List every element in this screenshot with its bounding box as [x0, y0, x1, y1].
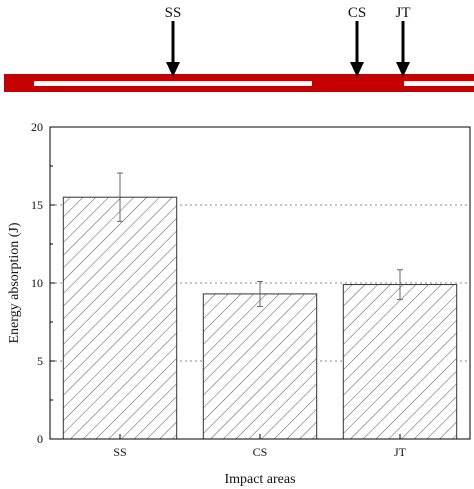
marker-jt: JT: [396, 5, 411, 77]
arrow-head-jt: [396, 62, 410, 77]
bar-cs: [202, 293, 318, 440]
bar-ss: [62, 196, 178, 440]
x-axis-ticks: SS CS JT: [113, 434, 407, 459]
y-axis-label: Energy absorption (J): [7, 222, 22, 343]
error-bar-ss: [117, 172, 123, 222]
error-bar-jt: [397, 269, 403, 300]
y-tick-label: 10: [31, 276, 43, 290]
y-tick-label: 0: [37, 432, 43, 446]
arrow-head-ss: [166, 62, 180, 77]
marker-label-cs: CS: [348, 5, 366, 21]
x-axis-label: Impact areas: [224, 472, 295, 487]
marker-label-jt: JT: [396, 5, 411, 21]
beam-diagram: SS CS JT: [4, 5, 474, 92]
x-tick-label-cs: CS: [253, 445, 268, 459]
bars: [62, 196, 458, 440]
x-tick-label-ss: SS: [113, 445, 126, 459]
y-tick-label: 5: [37, 354, 43, 368]
bar-chart: 0 5 10 15 20 SS CS JT Energy absorption (J) Im…: [7, 120, 471, 487]
beam-window-left: [34, 81, 312, 86]
error-bars: [117, 172, 403, 307]
y-axis-ticks: 0 5 10 15 20: [31, 120, 55, 446]
y-tick-label: 20: [31, 120, 43, 134]
arrow-head-cs: [350, 62, 364, 77]
marker-cs: CS: [348, 5, 366, 77]
marker-ss: SS: [165, 5, 182, 77]
beam-window-right: [404, 81, 474, 86]
y-tick-label: 15: [31, 198, 43, 212]
bar-jt: [342, 284, 458, 440]
marker-label-ss: SS: [165, 5, 182, 21]
x-tick-label-jt: JT: [394, 445, 407, 459]
error-bar-cs: [257, 280, 263, 307]
